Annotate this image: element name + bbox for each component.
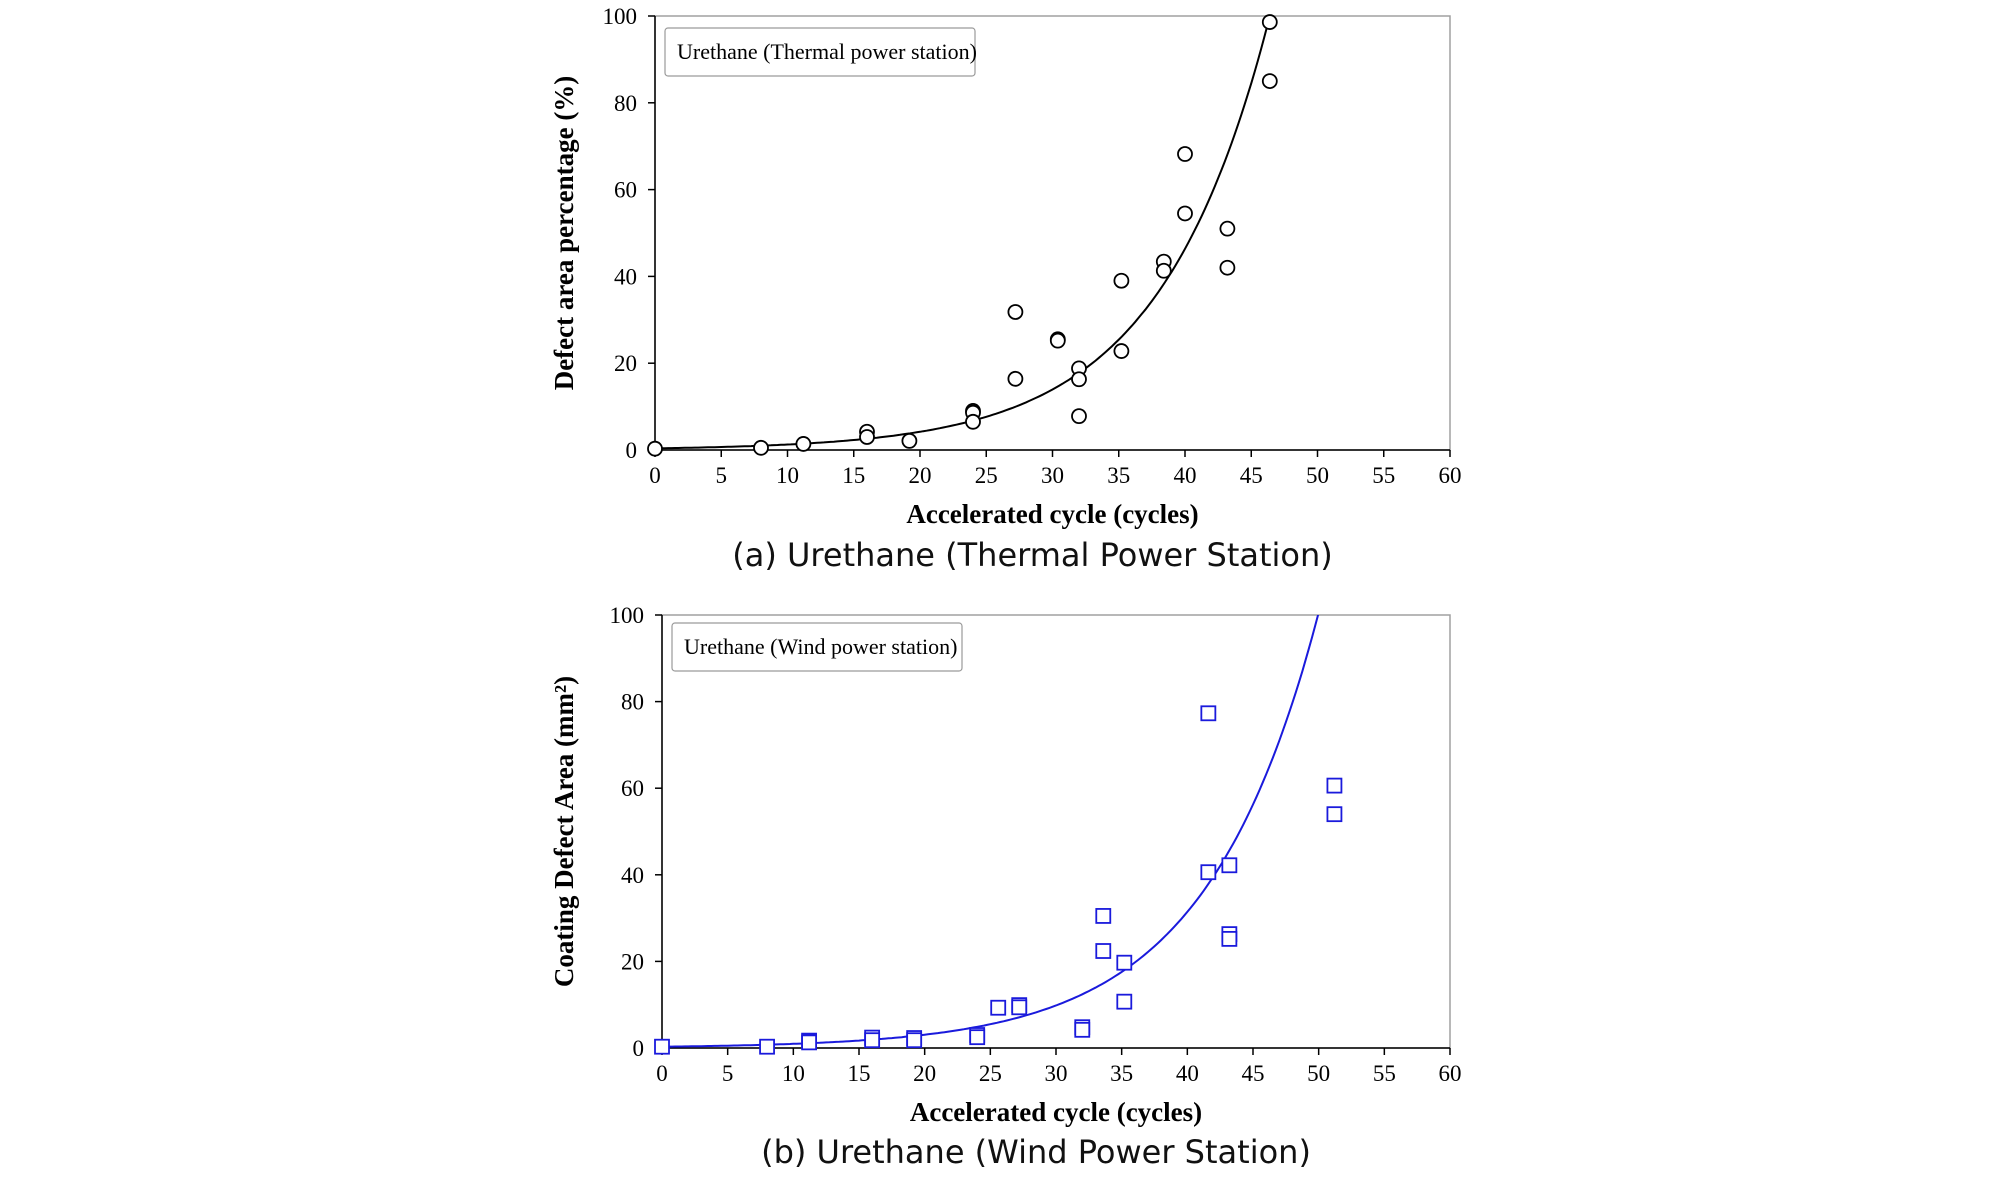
data-point — [1219, 259, 1236, 276]
data-point — [901, 432, 918, 449]
data-point — [1095, 943, 1112, 959]
x-tick-label: 50 — [1306, 463, 1329, 488]
x-tick-label: 15 — [848, 1061, 871, 1086]
data-point — [1049, 332, 1066, 349]
data-point — [1221, 857, 1238, 874]
x-tick-label: 55 — [1372, 463, 1395, 488]
data-point — [1113, 272, 1130, 289]
y-tick-label: 0 — [626, 438, 638, 463]
data-point — [647, 440, 663, 457]
y-tick-label: 80 — [614, 91, 637, 116]
x-tick-label: 40 — [1174, 463, 1197, 488]
x-tick-label: 35 — [1110, 1061, 1133, 1086]
x-tick-label: 10 — [782, 1061, 805, 1086]
data-point — [1095, 908, 1112, 924]
data-point — [1113, 343, 1130, 359]
x-tick-label: 60 — [1439, 463, 1462, 488]
data-point — [1326, 806, 1343, 823]
x-axis-title: Accelerated cycle (cycles) — [910, 1097, 1202, 1127]
data-point — [801, 1034, 817, 1051]
data-point — [1261, 14, 1278, 30]
y-tick-label: 100 — [610, 603, 645, 628]
chart-wind: 0 5 10 15 20 25 30 35 40 45 50 55 60 0 20 40 60 80 100 Acce… — [549, 603, 1462, 1127]
legend-box — [671, 622, 963, 672]
x-tick-label: 5 — [716, 463, 728, 488]
legend-box — [664, 27, 976, 77]
x-tick-label: 45 — [1242, 1061, 1265, 1086]
x-tick-label: 60 — [1439, 1061, 1462, 1086]
x-tick-label: 55 — [1373, 1061, 1396, 1086]
data-point — [654, 1038, 670, 1055]
data-point — [1177, 205, 1193, 222]
y-axis-title: Defect area percentage (%) — [549, 76, 579, 391]
x-tick-label: 5 — [722, 1061, 734, 1086]
data-point — [1219, 220, 1236, 237]
figure-caption: (b) Urethane (Wind Power Station) — [761, 1133, 1311, 1171]
plot-frame — [654, 15, 1451, 451]
y-tick-label: 20 — [621, 949, 644, 974]
y-tick-label: 0 — [633, 1036, 645, 1061]
data-point — [1074, 1021, 1091, 1038]
x-tick-label: 20 — [913, 1061, 936, 1086]
x-tick-label: 30 — [1041, 463, 1064, 488]
data-point — [1326, 777, 1343, 794]
figure-caption: (a) Urethane (Thermal Power Station) — [732, 536, 1333, 574]
legend-text: Urethane (Wind power station) — [684, 634, 957, 659]
legend-text: Urethane (Thermal power station) — [677, 39, 977, 64]
data-point — [1261, 73, 1278, 89]
data-point — [969, 1029, 986, 1046]
x-tick-label: 10 — [776, 463, 799, 488]
plot-frame — [661, 614, 1451, 1049]
y-tick-label: 60 — [621, 776, 644, 801]
data-point — [1177, 146, 1193, 162]
x-tick-label: 40 — [1176, 1061, 1199, 1086]
x-tick-label: 35 — [1107, 463, 1130, 488]
x-tick-label: 0 — [649, 463, 661, 488]
y-axis-title: Coating Defect Area (mm²) — [549, 676, 579, 987]
data-point — [1007, 370, 1024, 387]
chart-thermal: 0 5 10 15 20 25 30 35 40 45 50 55 60 0 20 40 60 80 100 Acce… — [549, 4, 1462, 529]
data-point — [1116, 993, 1133, 1010]
data-point — [759, 1038, 775, 1055]
data-point — [965, 413, 981, 430]
y-tick-label: 100 — [603, 4, 638, 29]
data-point — [1071, 371, 1087, 388]
x-tick-label: 50 — [1307, 1061, 1330, 1086]
data-point — [1155, 262, 1172, 279]
x-tick-label: 45 — [1240, 463, 1263, 488]
fit-curve — [662, 615, 1320, 1048]
data-point — [1221, 930, 1238, 947]
data-point — [990, 999, 1007, 1016]
data-point — [1200, 705, 1217, 722]
x-tick-label: 20 — [909, 463, 932, 488]
x-tick-label: 30 — [1045, 1061, 1068, 1086]
data-point — [753, 439, 769, 456]
data-point — [795, 436, 812, 452]
data-point — [906, 1032, 923, 1049]
fit-curve — [655, 16, 1271, 450]
x-tick-label: 15 — [842, 463, 865, 488]
data-point — [1071, 408, 1087, 425]
data-point — [864, 1032, 881, 1049]
data-point — [1200, 864, 1217, 881]
data-point — [1011, 999, 1028, 1016]
data-point — [1007, 304, 1024, 320]
data-point — [1116, 954, 1133, 971]
data-point — [859, 429, 875, 445]
x-tick-label: 25 — [975, 463, 998, 488]
x-axis-title: Accelerated cycle (cycles) — [906, 499, 1198, 529]
x-tick-label: 0 — [656, 1061, 668, 1086]
y-tick-label: 80 — [621, 690, 644, 715]
x-tick-label: 25 — [979, 1061, 1002, 1086]
y-tick-label: 20 — [614, 351, 637, 376]
y-tick-label: 60 — [614, 178, 637, 203]
y-tick-label: 40 — [614, 264, 637, 289]
y-tick-label: 40 — [621, 863, 644, 888]
